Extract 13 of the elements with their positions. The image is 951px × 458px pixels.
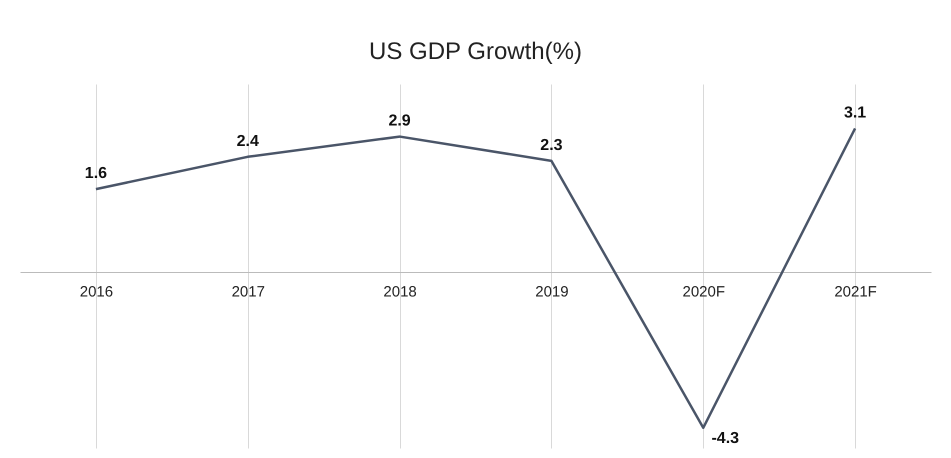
data-label: 3.1 xyxy=(844,104,866,122)
x-tick-label: 2020F xyxy=(682,284,726,300)
x-tick-label: 2018 xyxy=(383,284,417,300)
data-label: 2.9 xyxy=(388,112,411,130)
x-tick-label: 2016 xyxy=(80,284,114,300)
data-label: 2.4 xyxy=(236,132,259,150)
data-label: 1.6 xyxy=(84,165,108,182)
x-tick-label: 2017 xyxy=(232,284,265,300)
data-label: -4.3 xyxy=(711,430,740,447)
data-label: 2.3 xyxy=(540,136,563,154)
x-tick-label: 2021F xyxy=(834,284,877,300)
x-tick-label: 2019 xyxy=(535,284,569,300)
chart-title: US GDP Growth(%) xyxy=(369,38,582,65)
